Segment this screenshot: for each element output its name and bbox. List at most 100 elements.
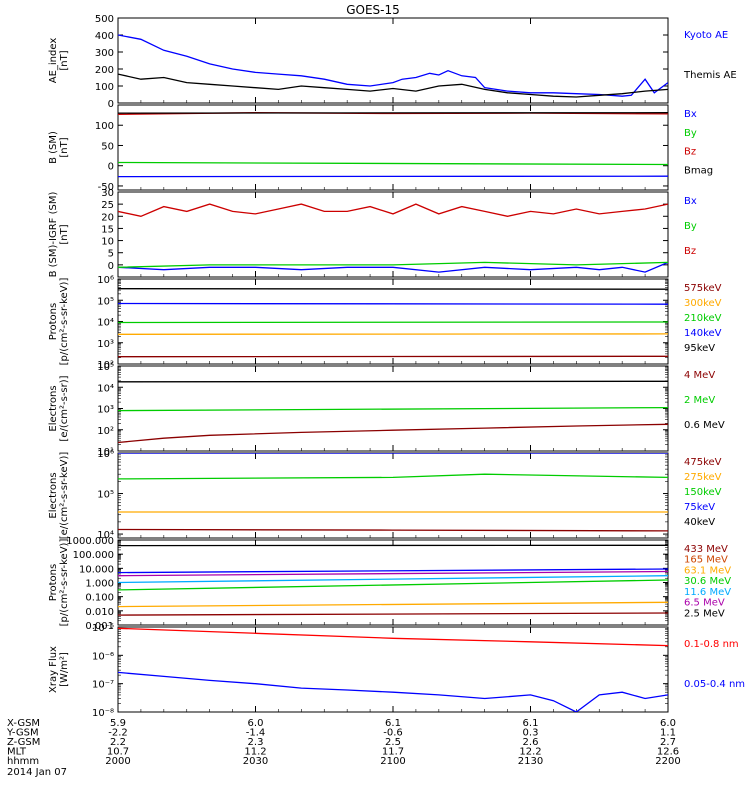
- legend-entry: Kyoto AE: [684, 30, 728, 41]
- series-line-themis-ae: [118, 73, 668, 98]
- y-tick-label: 50: [101, 141, 114, 152]
- y-tick-label: 10¹: [97, 447, 114, 458]
- y-tick-label: 10⁵: [97, 362, 114, 373]
- legend-entry: 40keV: [684, 517, 715, 528]
- y-tick-label: 10²: [97, 360, 114, 371]
- panel-frame: [117, 104, 669, 191]
- orbit-value: 2.3: [248, 737, 264, 748]
- y-tick-label: 0.010: [85, 607, 114, 618]
- y-axis-label: [e/(cm²-s-sr-keV)]: [59, 452, 70, 540]
- y-axis-label: Xray Flux: [48, 646, 59, 693]
- series-line-575kev: [118, 288, 668, 290]
- panel-protons1: 10² 10³ 10⁴ 10⁵ 10⁶ Protons [p/(cm²-s-sr-keV)]: [48, 275, 669, 371]
- legend-entry: 30.6 MeV: [684, 576, 731, 587]
- series-line-6-5-mev: [118, 570, 668, 577]
- orbit-value: 2030: [243, 756, 268, 767]
- y-tick-label: 25: [101, 200, 114, 211]
- orbit-value: 12.2: [519, 747, 541, 758]
- orbit-value: 2.2: [110, 737, 126, 748]
- y-tick-label: 300: [95, 48, 114, 59]
- y-axis-label: [nT]: [59, 137, 70, 157]
- orbit-value: 2130: [518, 756, 543, 767]
- orbit-value: 0.3: [523, 728, 539, 739]
- series-line-165-mev: [118, 612, 668, 616]
- legend-entry: 150keV: [684, 487, 722, 498]
- legend-entry: By: [684, 128, 697, 139]
- y-tick-label: 10⁴: [97, 530, 114, 541]
- series-line-300kev: [118, 302, 668, 305]
- y-axis-label: Electrons: [48, 385, 59, 431]
- y-tick-label: 1000.000: [66, 536, 114, 547]
- y-axis-label: [e/(cm²-s-sr)]: [59, 375, 70, 441]
- legend-entry: 140keV: [684, 328, 722, 339]
- orbit-value: 2000: [105, 756, 130, 767]
- series-line-bz: [118, 203, 668, 217]
- y-tick-label: 1.000: [85, 579, 114, 590]
- legend-entry: 433 MeV: [684, 544, 728, 555]
- orbit-value: 5.9: [110, 718, 126, 729]
- legend-entry: 6.5 MeV: [684, 598, 725, 609]
- y-tick-label: 0.001: [85, 621, 114, 632]
- legend-entry: 2 MeV: [684, 395, 715, 406]
- y-tick-label: 100: [95, 121, 114, 132]
- orbit-row-label: Y-GSM: [6, 728, 39, 739]
- orbit-value: 2100: [380, 756, 405, 767]
- y-tick-label: 400: [95, 31, 114, 42]
- legend-entry: By: [684, 221, 697, 232]
- legend-entry: 63.1 MeV: [684, 565, 731, 576]
- y-tick-label: 0: [108, 162, 114, 173]
- panel-ae: 0 100 200 300 400 500 AE_index [nT]: [48, 14, 669, 110]
- y-tick-label: 10³: [97, 405, 114, 416]
- y-axis-label: [W/m²]: [59, 652, 70, 687]
- series-line-bx: [118, 261, 668, 273]
- series-line-275kev: [118, 473, 668, 480]
- orbit-value: 2.7: [660, 737, 676, 748]
- y-tick-label: 5: [108, 249, 114, 260]
- y-tick-label: 10⁻⁷: [92, 680, 114, 691]
- orbit-value: 6.1: [523, 718, 539, 729]
- y-tick-label: 10⁵: [97, 490, 114, 501]
- y-tick-label: 10⁶: [97, 275, 114, 286]
- orbit-value: 10.7: [107, 747, 129, 758]
- y-tick-label: 10⁵: [97, 296, 114, 307]
- legend-entry: 75keV: [684, 502, 715, 513]
- series-line-11-6-mev: [118, 575, 668, 584]
- y-tick-label: 0: [108, 261, 114, 272]
- orbit-value: 2.6: [523, 737, 539, 748]
- y-axis-label: [nT]: [59, 50, 70, 70]
- series-line-4-mev: [118, 423, 668, 444]
- chart-title: GOES-15: [346, 3, 400, 17]
- legend-entry: 475keV: [684, 457, 722, 468]
- y-tick-label: 10⁻⁸: [92, 708, 114, 719]
- legend-entry: 210keV: [684, 313, 722, 324]
- panel-electrons2: 10⁴ 10⁵ 10⁶ Electrons [e/(cm²-s-sr-keV)]: [48, 449, 669, 541]
- y-tick-label: 30: [101, 188, 114, 199]
- panel-electrons1: 10¹ 10² 10³ 10⁴ 10⁵ Electrons [e/(cm²-s-sr)]: [48, 362, 669, 458]
- y-axis-label: AE_index: [48, 38, 59, 84]
- series-line-2-5-mev: [118, 568, 668, 574]
- orbit-value: 6.0: [660, 718, 676, 729]
- y-tick-label: 10⁻⁵: [92, 623, 114, 634]
- y-axis-label: B (SM)-IGRF (SM): [48, 192, 59, 278]
- series-line-kyoto-ae: [118, 34, 668, 97]
- legend-entry: 95keV: [684, 343, 715, 354]
- date-label: 2014 Jan 07: [7, 767, 67, 778]
- y-axis-label: [nT]: [59, 224, 70, 244]
- y-tick-label: 10²: [97, 426, 114, 437]
- legend-entry: Themis AE: [683, 70, 737, 81]
- y-axis-label: Protons: [48, 564, 59, 601]
- series-line-by: [118, 161, 668, 166]
- legend-entry: 4 MeV: [684, 370, 715, 381]
- y-tick-label: 100: [95, 82, 114, 93]
- series-line-40kev: [118, 528, 668, 532]
- orbit-row-label: MLT: [7, 747, 27, 758]
- legend-entry: 300keV: [684, 298, 722, 309]
- series-line-0-1-0-8-nm: [118, 627, 668, 647]
- y-tick-label: 10⁴: [97, 383, 114, 394]
- legend-entry: 575keV: [684, 283, 722, 294]
- legends: Kyoto AE Themis AE Bx By Bz Bmag Bx By Bz 575keV 3…: [683, 30, 745, 690]
- y-axis-label: B (SM): [48, 131, 59, 164]
- y-axis-label: Protons: [48, 303, 59, 340]
